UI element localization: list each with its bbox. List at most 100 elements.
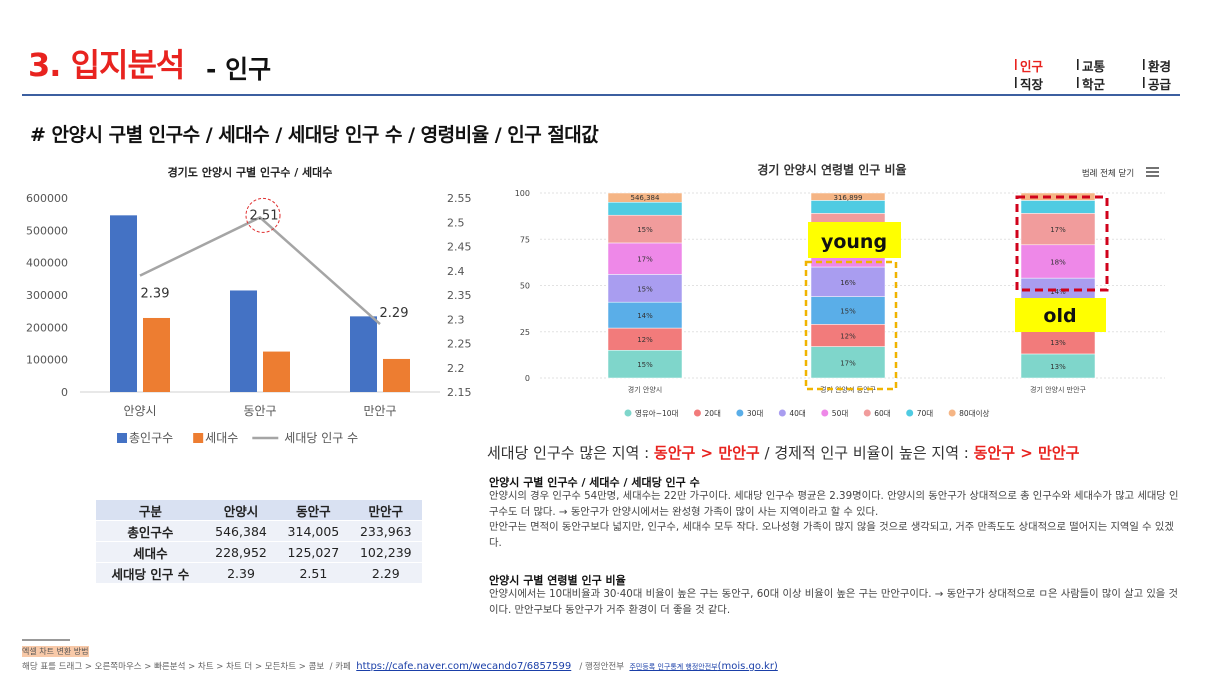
data-label: 17% — [1050, 226, 1066, 234]
annotation-box — [1015, 298, 1106, 332]
summary-highlight: 동안구 > 만안구 — [653, 444, 760, 462]
bar-segment — [607, 192, 683, 203]
footer-note: 엑셀 차트 변환 방법 — [22, 646, 89, 657]
y2-tick-label: 2.35 — [447, 289, 472, 302]
legend-swatch — [906, 409, 914, 417]
y-tick-label: 75 — [520, 235, 530, 244]
dashed-box — [804, 260, 898, 391]
nav-bar — [1077, 59, 1079, 70]
footer-link[interactable]: https://cafe.naver.com/wecando7/6857599 — [356, 661, 572, 672]
nav-bar — [1077, 77, 1079, 88]
nav-item[interactable]: 학군 — [1082, 77, 1106, 92]
legend-label: 30대 — [747, 409, 764, 418]
data-label: 2.51 — [250, 208, 279, 223]
bar-segment — [810, 200, 886, 214]
data-label: 12% — [637, 336, 653, 344]
cell: 2.39 — [204, 562, 278, 584]
legend-swatch — [117, 433, 127, 443]
table-row: 세대수 228,952 125,027 102,239 — [96, 541, 422, 563]
legend-swatch — [863, 409, 871, 417]
data-label: 14% — [1050, 288, 1066, 296]
x-tick-label: 만안구 — [363, 404, 396, 418]
heading: # 안양시 구별 인구수 / 세대수 / 세대당 인구 수 / 영령비율 / 인… — [30, 124, 599, 146]
y-tick-label: 100000 — [26, 354, 68, 367]
summary: 세대당 인구수 많은 지역 : 동안구 > 만안구 / 경제적 인구 비율이 높… — [487, 442, 1079, 463]
legend-label: 70대 — [917, 409, 934, 418]
paragraph: 만안구는 면적이 동안구보다 넓지만, 인구수, 세대수 모두 작다. 오나성형… — [489, 521, 1174, 549]
footer-source-link[interactable]: 주민등록 인구통계 행정안전부 — [629, 663, 718, 671]
annotation: young — [821, 231, 887, 253]
legend-swatch — [736, 409, 744, 417]
cell: 102,239 — [349, 541, 422, 563]
legend-label: 50대 — [832, 409, 849, 418]
legend-swatch — [693, 409, 701, 417]
bar-segment — [607, 214, 683, 244]
bar — [350, 316, 377, 392]
table-row: 세대당 인구 수 2.39 2.51 2.29 — [96, 562, 422, 584]
section-title: 안양시 구별 인구수 / 세대수 / 세대당 인구 수 — [489, 476, 700, 489]
cell: 총인구수 — [96, 520, 205, 542]
x-tick-label: 안양시 — [123, 404, 156, 418]
subtitle: - 인구 — [206, 55, 272, 84]
legend-swatch — [624, 409, 632, 417]
cell: 125,027 — [277, 541, 350, 563]
data-label: 13% — [1050, 363, 1066, 371]
data-label: 15% — [637, 361, 653, 369]
nav-bar — [1143, 59, 1145, 70]
bar-segment — [607, 274, 683, 303]
bar-segment — [810, 266, 886, 297]
footer-line: 해당 표를 드래그 > 오른쪽마우스 > 빠른분석 > 차트 > 차트 더 > … — [22, 660, 778, 672]
line — [139, 215, 381, 326]
data-label: 18% — [1050, 258, 1066, 266]
summary-highlight: 동안구 > 만안구 — [973, 444, 1080, 462]
y-tick-label: 600000 — [26, 192, 68, 205]
nav-item[interactable]: 인구 — [1020, 59, 1044, 74]
nav-item[interactable]: 교통 — [1082, 59, 1106, 74]
data-label: 17% — [637, 256, 653, 264]
legend-label: 영유아~10대 — [635, 408, 679, 418]
footer-source: / 행정안전부 — [579, 662, 625, 672]
summary-text: / 경제적 인구 비율이 높은 지역 : — [759, 444, 974, 462]
cell: 2.29 — [349, 562, 422, 584]
bar-segment — [607, 301, 683, 329]
y2-tick-label: 2.55 — [447, 192, 472, 205]
legend-swatch — [193, 433, 204, 443]
y-tick-label: 0 — [525, 374, 530, 383]
y-tick-label: 300000 — [26, 289, 68, 302]
bar-segment — [607, 202, 683, 216]
nav-item[interactable]: 공급 — [1148, 77, 1172, 92]
footer-steps: 해당 표를 드래그 > 오른쪽마우스 > 빠른분석 > 차트 > 차트 더 > … — [22, 662, 325, 672]
bar-segment — [1020, 213, 1096, 246]
legend-swatch — [778, 409, 786, 417]
nav-bar — [1143, 77, 1145, 88]
legend-toggle[interactable]: 범례 전체 닫기 — [1082, 168, 1134, 179]
cell: 228,952 — [204, 541, 278, 563]
cell: 세대수 — [96, 541, 205, 563]
footer-source-site[interactable]: (mois.go.kr) — [717, 661, 778, 672]
paragraph: 안양시에서는 10대비율과 30·40대 비율이 높은 구는 동안구, 60대 … — [489, 588, 1179, 616]
legend-label: 60대 — [874, 409, 891, 418]
legend-label: 40대 — [789, 409, 806, 418]
y2-tick-label: 2.4 — [447, 265, 465, 278]
nav-item[interactable]: 직장 — [1020, 77, 1044, 92]
bar — [263, 351, 290, 392]
annotation-box — [808, 222, 901, 258]
bar-segment — [607, 242, 683, 275]
bar-segment — [1020, 200, 1096, 214]
y2-tick-label: 2.25 — [447, 338, 472, 351]
header-cell: 동안구 — [277, 500, 350, 521]
table-header: 구분 안양시 동안구 만안구 — [96, 500, 422, 521]
header-cell: 구분 — [96, 500, 205, 521]
bar-segment — [607, 350, 683, 379]
highlight-circle — [245, 197, 281, 233]
y-tick-label: 200000 — [26, 321, 68, 334]
bar-segment — [1020, 244, 1096, 279]
data-table: 구분 안양시 동안구 만안구 총인구수 546,384 314,005 233,… — [96, 500, 422, 584]
nav-bar — [1015, 59, 1017, 70]
x-tick-label: 경기 안양시 — [628, 385, 662, 394]
bar-segment — [1020, 329, 1096, 355]
bar — [230, 290, 257, 392]
nav-item[interactable]: 환경 — [1148, 59, 1172, 74]
